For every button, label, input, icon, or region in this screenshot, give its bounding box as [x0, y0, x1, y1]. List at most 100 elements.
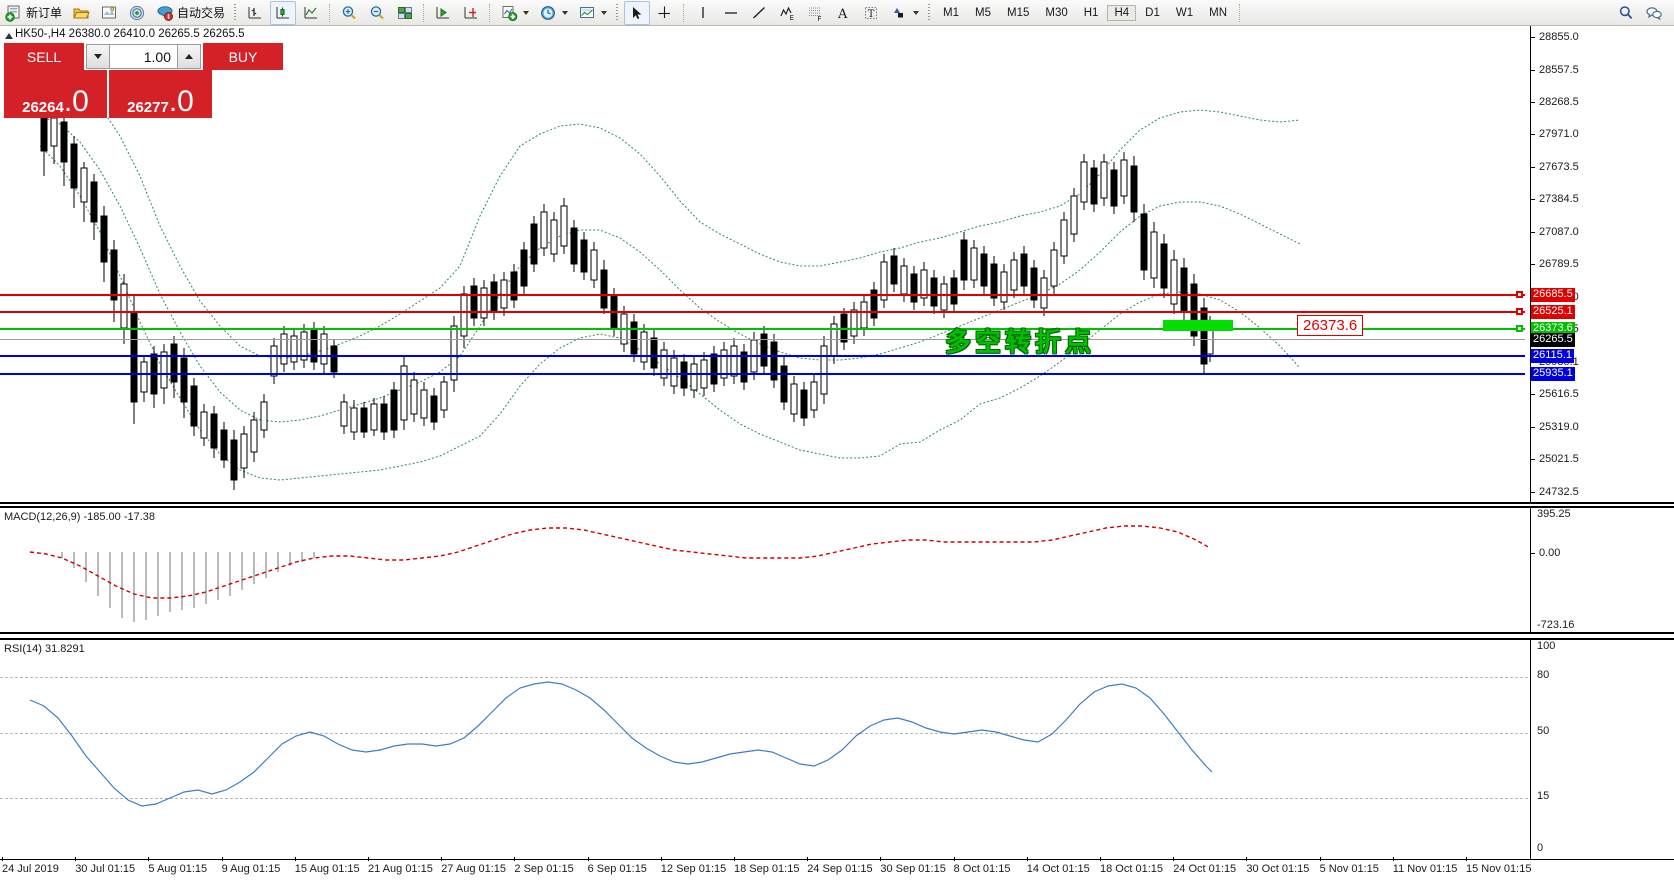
elliott-wave-button[interactable]: E: [774, 1, 800, 25]
macd-tick-395: 395.25: [1537, 508, 1571, 520]
period-chevron-down-icon[interactable]: [562, 10, 569, 15]
time-axis[interactable]: 24 Jul 2019 30 Jul 01:15 5 Aug 01:15 9 Aug …: [0, 857, 1674, 889]
chart-collapse-icon[interactable]: [5, 33, 13, 39]
indicators-chevron-down-icon[interactable]: [523, 10, 530, 15]
auto-scroll-button[interactable]: [458, 1, 484, 25]
toolbar-grip-3[interactable]: [927, 3, 933, 22]
templates-icon: [578, 4, 596, 22]
shift-end-button[interactable]: [430, 1, 456, 25]
sell-button[interactable]: SELL: [4, 43, 84, 70]
price-pane[interactable]: 多空转折点 26373.6 HK50-,H4 26380.0 26410.0 2…: [0, 26, 1674, 504]
pivot-highlight-band[interactable]: [1163, 320, 1233, 331]
profiles-button[interactable]: [96, 1, 122, 25]
time-tick-mark-16: [1173, 857, 1175, 861]
level-line-26373-6[interactable]: [0, 328, 1525, 330]
rsi-axis[interactable]: 100 80 50 15 0: [1530, 638, 1674, 860]
time-tick-mark-18: [1319, 857, 1321, 861]
rsi-pane[interactable]: RSI(14) 31.8291: [0, 638, 1674, 860]
price-tag-26685-5[interactable]: 26685.5: [1531, 288, 1575, 302]
svg-text:F: F: [818, 15, 822, 22]
templates-button[interactable]: [574, 1, 611, 25]
shapes-button[interactable]: [886, 1, 923, 25]
buy-button[interactable]: BUY: [203, 43, 283, 70]
templates-chevron-down-icon[interactable]: [601, 10, 608, 15]
chart-canvas[interactable]: 多空转折点 26373.6 HK50-,H4 26380.0 26410.0 2…: [0, 26, 1674, 889]
toolbar-grip-2[interactable]: [615, 3, 621, 22]
macd-axis[interactable]: 395.25 0.00 -723.16: [1530, 506, 1674, 634]
price-tag-25935-1[interactable]: 25935.1: [1531, 367, 1575, 381]
bar-chart-button[interactable]: [242, 1, 268, 25]
price-axis[interactable]: 28855.0 28557.5 28268.5 27971.0 27673.5 …: [1530, 26, 1674, 504]
timeframe-m15[interactable]: M15: [1007, 6, 1030, 19]
timeframe-m1[interactable]: M1: [943, 6, 960, 19]
level-line-26685-5[interactable]: [0, 294, 1525, 296]
text-button[interactable]: A: [830, 1, 856, 25]
time-tick-9: 12 Sep 01:15: [660, 863, 727, 875]
timeframe-mn[interactable]: MN: [1209, 6, 1227, 19]
cursor-button[interactable]: [624, 0, 651, 25]
price-tag-26265-5[interactable]: 26265.5: [1531, 333, 1575, 347]
shapes-chevron-down-icon[interactable]: [913, 10, 920, 15]
macd-label: MACD(12,26,9) -185.00 -17.38: [4, 511, 156, 523]
toolbar-separator-5: [1239, 3, 1241, 22]
tile-windows-icon: [396, 4, 414, 22]
time-tick-mark-1: [75, 857, 77, 861]
svg-text:T: T: [868, 9, 875, 20]
volume-dropdown-icon[interactable]: [87, 45, 110, 68]
timeframe-d1[interactable]: D1: [1145, 6, 1160, 19]
vertical-line-button[interactable]: [690, 1, 716, 25]
chat-button[interactable]: [1641, 1, 1667, 25]
line-chart-button[interactable]: [298, 1, 324, 25]
buy-price[interactable]: 26277 .0: [109, 70, 212, 118]
open-data-folder-button[interactable]: [68, 1, 94, 25]
price-tag-26373-6[interactable]: 26373.6: [1531, 322, 1575, 336]
fibonacci-icon: F: [806, 4, 824, 22]
chart-title: HK50-,H4 26380.0 26410.0 26265.5 26265.5: [15, 28, 245, 40]
level-line-25935-1[interactable]: [0, 373, 1525, 375]
price-tag-26115-1[interactable]: 26115.1: [1531, 349, 1574, 363]
level-line-26525-1[interactable]: [0, 311, 1525, 313]
crosshair-icon: [656, 4, 674, 22]
toolbar-grip-1[interactable]: [233, 3, 239, 22]
indicators-button[interactable]: [496, 1, 533, 25]
rsi-line: [29, 681, 1213, 807]
turning-point-annotation[interactable]: 多空转折点: [945, 328, 1096, 358]
price-tag-26525-1[interactable]: 26525.1: [1531, 305, 1575, 319]
macd-pane[interactable]: MACD(12,26,9) -185.00 -17.38: [0, 506, 1674, 634]
one-click-trading-panel[interactable]: SELL 1.00 BUY 26264 .: [4, 43, 283, 118]
volume-value[interactable]: 1.00: [143, 48, 171, 65]
find-button[interactable]: [1613, 1, 1639, 25]
level-anchor-26685-5[interactable]: [1516, 291, 1523, 298]
text-label-button[interactable]: T: [858, 1, 884, 25]
new-order-button[interactable]: 新订单: [1, 1, 66, 25]
timeframe-h1[interactable]: H1: [1083, 6, 1099, 19]
volume-stepper[interactable]: 1.00: [86, 44, 201, 69]
time-tick-12: 30 Sep 01:15: [880, 863, 946, 875]
level-anchor-26373-6[interactable]: [1516, 325, 1523, 332]
sell-price[interactable]: 26264 .0: [4, 70, 107, 118]
level-line-26115-1[interactable]: [0, 355, 1525, 357]
rsi-grid-15: [0, 798, 1528, 799]
auto-trading-button[interactable]: 自动交易: [152, 1, 229, 25]
cursor-icon: [628, 4, 646, 22]
timeframe-m5[interactable]: M5: [975, 6, 991, 19]
rsi-tick-80: 80: [1537, 669, 1550, 681]
horizontal-line-button[interactable]: [718, 1, 744, 25]
candlestick-chart-button[interactable]: [270, 0, 297, 25]
zoom-in-button[interactable]: [336, 1, 362, 25]
level-anchor-26525-1[interactable]: [1516, 308, 1523, 315]
crosshair-button[interactable]: [652, 1, 678, 25]
macd-tick-0: 0.00: [1539, 547, 1561, 559]
rsi-plot: [29, 681, 1213, 807]
pivot-callout[interactable]: 26373.6: [1297, 315, 1364, 336]
volume-increment-icon[interactable]: [177, 45, 200, 68]
fibonacci-button[interactable]: F: [802, 1, 828, 25]
market-watch-button[interactable]: [124, 1, 150, 25]
period-button[interactable]: [535, 1, 572, 25]
zoom-out-button[interactable]: [364, 1, 390, 25]
trendline-button[interactable]: [746, 1, 772, 25]
timeframe-w1[interactable]: W1: [1175, 6, 1194, 19]
timeframe-h4[interactable]: H4: [1107, 4, 1137, 21]
timeframe-m30[interactable]: M30: [1045, 6, 1068, 19]
tile-windows-button[interactable]: [392, 1, 418, 25]
